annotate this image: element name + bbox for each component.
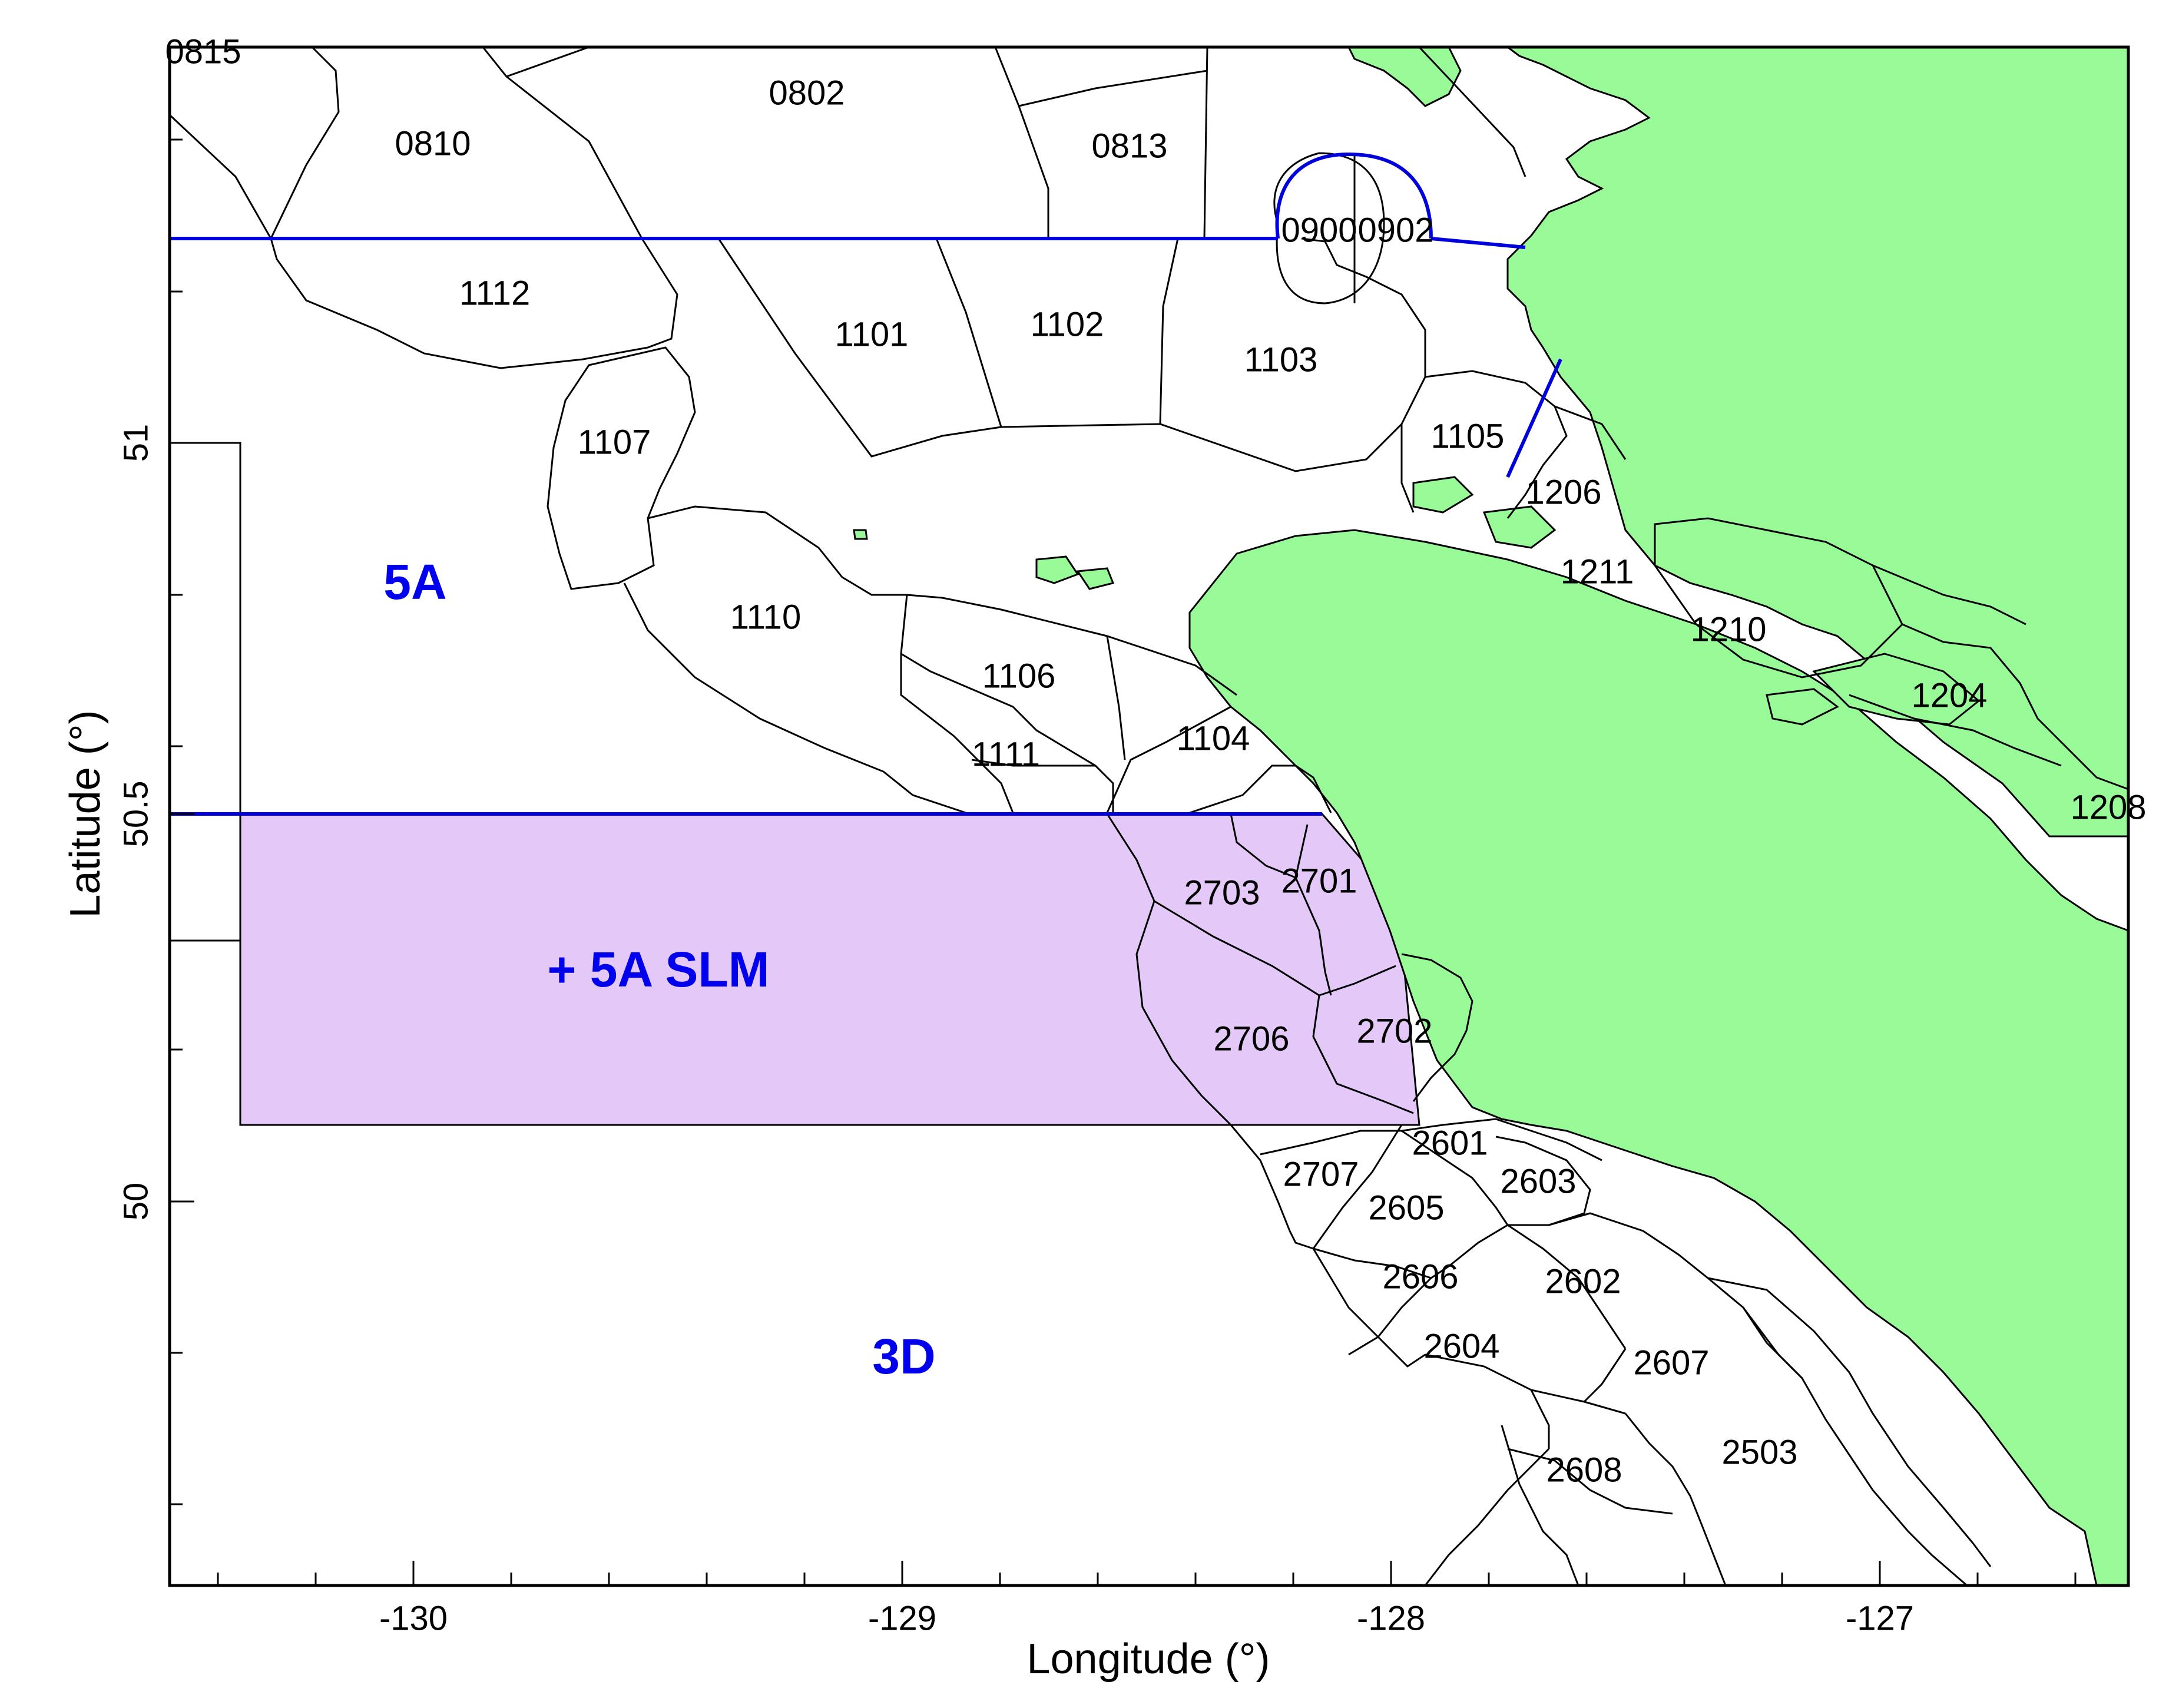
area-label: 1206 — [1525, 473, 1601, 511]
region-label-3d: 3D — [872, 1329, 935, 1384]
x-tick-label: -128 — [1357, 1599, 1425, 1637]
area-boundaries — [168, 46, 2129, 1587]
area-label: 2602 — [1545, 1262, 1621, 1300]
area-label: 1210 — [1690, 610, 1766, 648]
area-label: 2706 — [1213, 1019, 1289, 1058]
slm-region — [239, 813, 1420, 1126]
area-label: 0810 — [395, 124, 471, 163]
area-label: 0802 — [769, 74, 845, 112]
area-label: 1106 — [982, 657, 1056, 695]
plot-frame — [168, 45, 2130, 1587]
area-label: 1204 — [1911, 676, 1987, 714]
area-label: 2701 — [1281, 862, 1357, 900]
area-label: 2702 — [1356, 1012, 1432, 1050]
area-label: 2608 — [1546, 1451, 1622, 1489]
area-label: 1112 — [459, 274, 530, 312]
area-label: 1111 — [972, 735, 1040, 773]
area-label: 1103 — [1244, 340, 1318, 379]
region-label-5a: 5A — [383, 554, 446, 610]
land-masses — [853, 46, 2130, 1587]
area-label: 2703 — [1184, 873, 1260, 912]
area-label: 1101 — [835, 315, 909, 353]
axis-ticks — [170, 138, 2077, 1585]
x-tick-label: -127 — [1846, 1599, 1914, 1637]
area-label: 2603 — [1500, 1162, 1576, 1200]
region-label-5a-slm: + 5A SLM — [547, 942, 769, 997]
y-tick-label: 50 — [117, 1183, 155, 1221]
area-label: 0815 — [165, 32, 241, 71]
area-label: 1110 — [730, 598, 801, 636]
area-label: 2605 — [1368, 1189, 1444, 1227]
area-label: 1105 — [1431, 417, 1505, 455]
x-tick-label: -129 — [868, 1599, 936, 1637]
management-boundaries — [170, 152, 1562, 816]
area-label: 1107 — [578, 423, 651, 461]
area-label: 1102 — [1031, 305, 1104, 343]
area-label: 2604 — [1423, 1327, 1499, 1365]
x-axis-title: Longitude (°) — [1026, 1636, 1270, 1683]
y-tick-label: 50.5 — [117, 781, 155, 848]
area-label: 2601 — [1412, 1124, 1488, 1162]
area-label: 2606 — [1382, 1257, 1458, 1296]
area-label: 2607 — [1633, 1343, 1709, 1382]
area-label: 1211 — [1561, 552, 1634, 591]
area-label: 1104 — [1177, 719, 1250, 757]
area-label: 0813 — [1091, 127, 1167, 165]
area-label: 0900 — [1281, 211, 1357, 249]
y-axis-title: Latitude (°) — [62, 710, 109, 918]
x-tick-label: -130 — [379, 1599, 448, 1637]
area-label: 2707 — [1283, 1155, 1359, 1193]
area-label: 1208 — [2070, 788, 2146, 826]
y-tick-label: 51 — [117, 424, 155, 462]
area-label: 2503 — [1721, 1433, 1797, 1471]
area-label: 0902 — [1357, 211, 1433, 249]
